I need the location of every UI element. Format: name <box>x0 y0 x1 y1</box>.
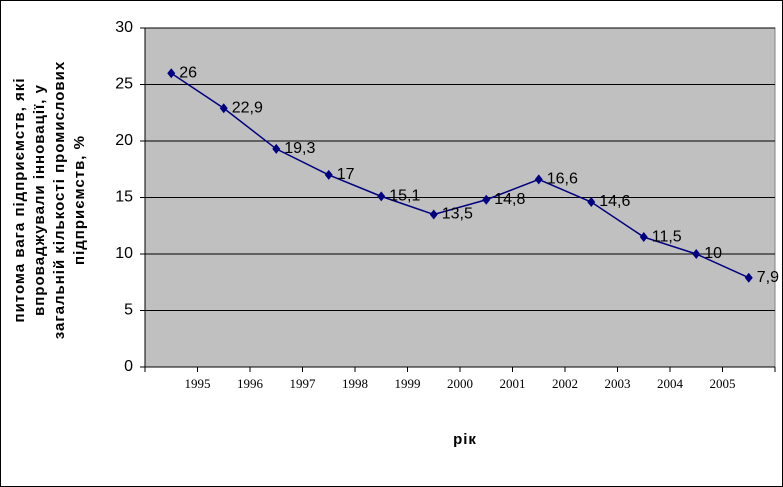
data-point <box>744 272 753 283</box>
data-label: 10 <box>704 245 722 262</box>
x-tick-label: 2005 <box>710 376 736 391</box>
data-point <box>324 169 333 180</box>
y-tick-label: 25 <box>115 76 133 93</box>
data-point <box>639 232 648 243</box>
data-label: 7,9 <box>757 269 779 286</box>
data-label: 19,3 <box>284 140 315 157</box>
y-tick-label: 5 <box>124 302 133 319</box>
data-point <box>377 191 386 202</box>
data-label: 14,6 <box>599 193 630 210</box>
data-point <box>692 249 701 259</box>
y-axis-label: питома вага підприємств, які впроваджува… <box>11 61 88 339</box>
data-label: 15,1 <box>389 188 420 205</box>
x-tick-label: 2002 <box>552 376 578 391</box>
data-label: 13,5 <box>442 206 473 223</box>
y-axis-label-line: питома вага підприємств, які <box>11 78 28 323</box>
data-label: 16,6 <box>547 171 578 188</box>
y-tick-label: 10 <box>115 245 133 262</box>
data-point <box>429 209 438 220</box>
y-tick-label: 20 <box>115 132 133 149</box>
x-tick-label: 1995 <box>185 376 211 391</box>
x-tick-label: 2003 <box>605 376 631 391</box>
data-label: 11,5 <box>652 228 682 245</box>
x-tick-label: 2001 <box>500 376 526 391</box>
data-point <box>167 68 176 79</box>
x-tick-label: 2004 <box>657 376 684 391</box>
data-point <box>534 174 543 185</box>
y-tick-label: 15 <box>115 189 133 206</box>
y-tick-label: 30 <box>115 19 133 36</box>
y-axis-label-line: загальній кількості промислових <box>51 61 68 339</box>
x-tick-label: 1996 <box>237 376 264 391</box>
data-line <box>170 72 750 279</box>
x-tick-label: 1999 <box>395 376 421 391</box>
data-label: 22,9 <box>232 99 263 116</box>
data-point <box>482 194 491 205</box>
y-tick-label: 0 <box>124 358 133 375</box>
data-point <box>587 197 596 208</box>
y-axis-label-line: підприємств, % <box>71 135 88 265</box>
x-tick-label: 1997 <box>290 376 317 391</box>
y-axis-label-line: впроваджували інновації, у <box>31 84 48 316</box>
data-point <box>219 103 228 114</box>
data-point <box>272 143 281 154</box>
data-label: 26 <box>179 64 197 81</box>
x-tick-label: 2000 <box>447 376 473 391</box>
x-tick-label: 1998 <box>342 376 368 391</box>
data-label: 17 <box>337 166 355 183</box>
data-label: 14,8 <box>494 191 525 208</box>
x-axis-label: рік <box>453 431 477 448</box>
